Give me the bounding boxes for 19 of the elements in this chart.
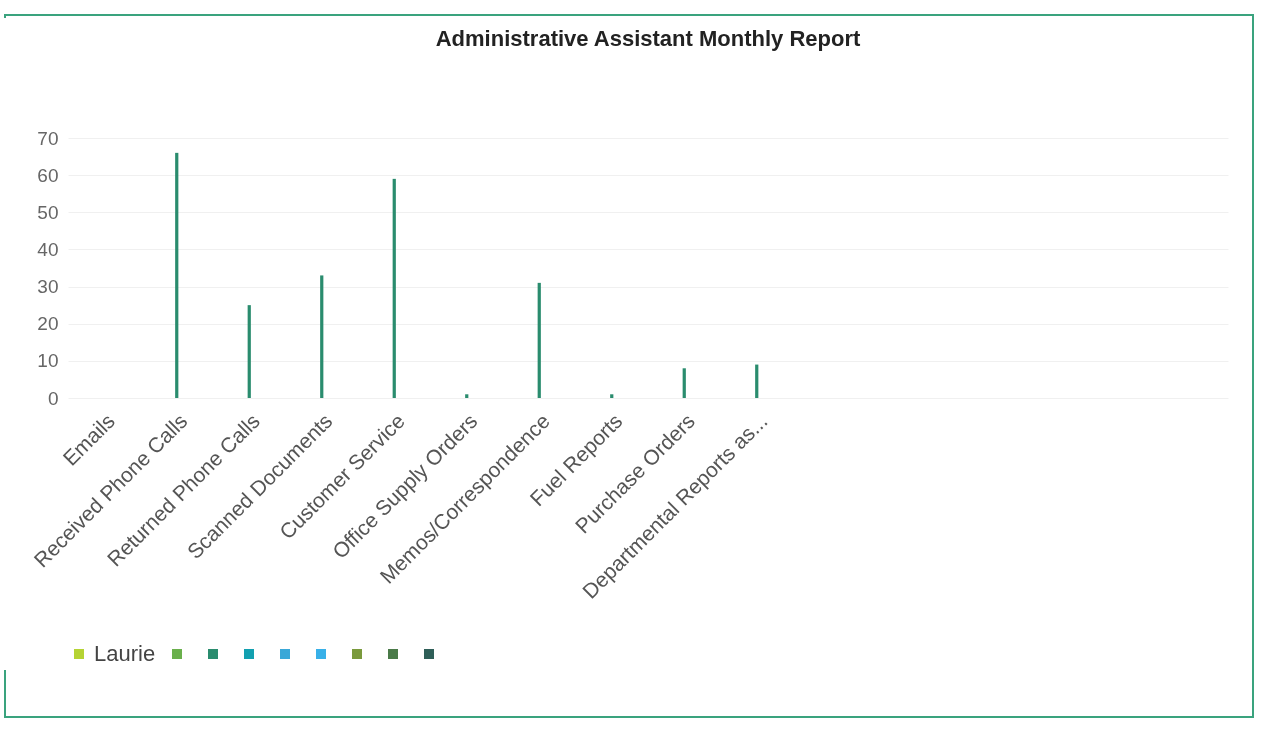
y-tick-label: 30 bbox=[37, 276, 59, 298]
y-tick-label: 50 bbox=[37, 201, 59, 223]
y-tick-label: 20 bbox=[37, 313, 59, 335]
bar bbox=[682, 368, 686, 398]
y-tick-label: 10 bbox=[37, 350, 59, 372]
legend-label: Laurie bbox=[94, 641, 156, 666]
bar bbox=[610, 394, 614, 398]
bar bbox=[320, 275, 324, 398]
bar bbox=[537, 282, 541, 398]
y-tick-label: 60 bbox=[37, 164, 59, 186]
y-tick-label: 40 bbox=[37, 238, 59, 260]
y-tick-label: 0 bbox=[47, 387, 59, 409]
bar bbox=[465, 394, 469, 398]
y-tick-label: 70 bbox=[37, 127, 59, 149]
bar bbox=[755, 364, 759, 398]
bar bbox=[392, 178, 396, 398]
chart-title: Administrative Assistant Monthly Report bbox=[435, 26, 861, 51]
bar bbox=[175, 152, 179, 398]
bar bbox=[247, 305, 251, 398]
